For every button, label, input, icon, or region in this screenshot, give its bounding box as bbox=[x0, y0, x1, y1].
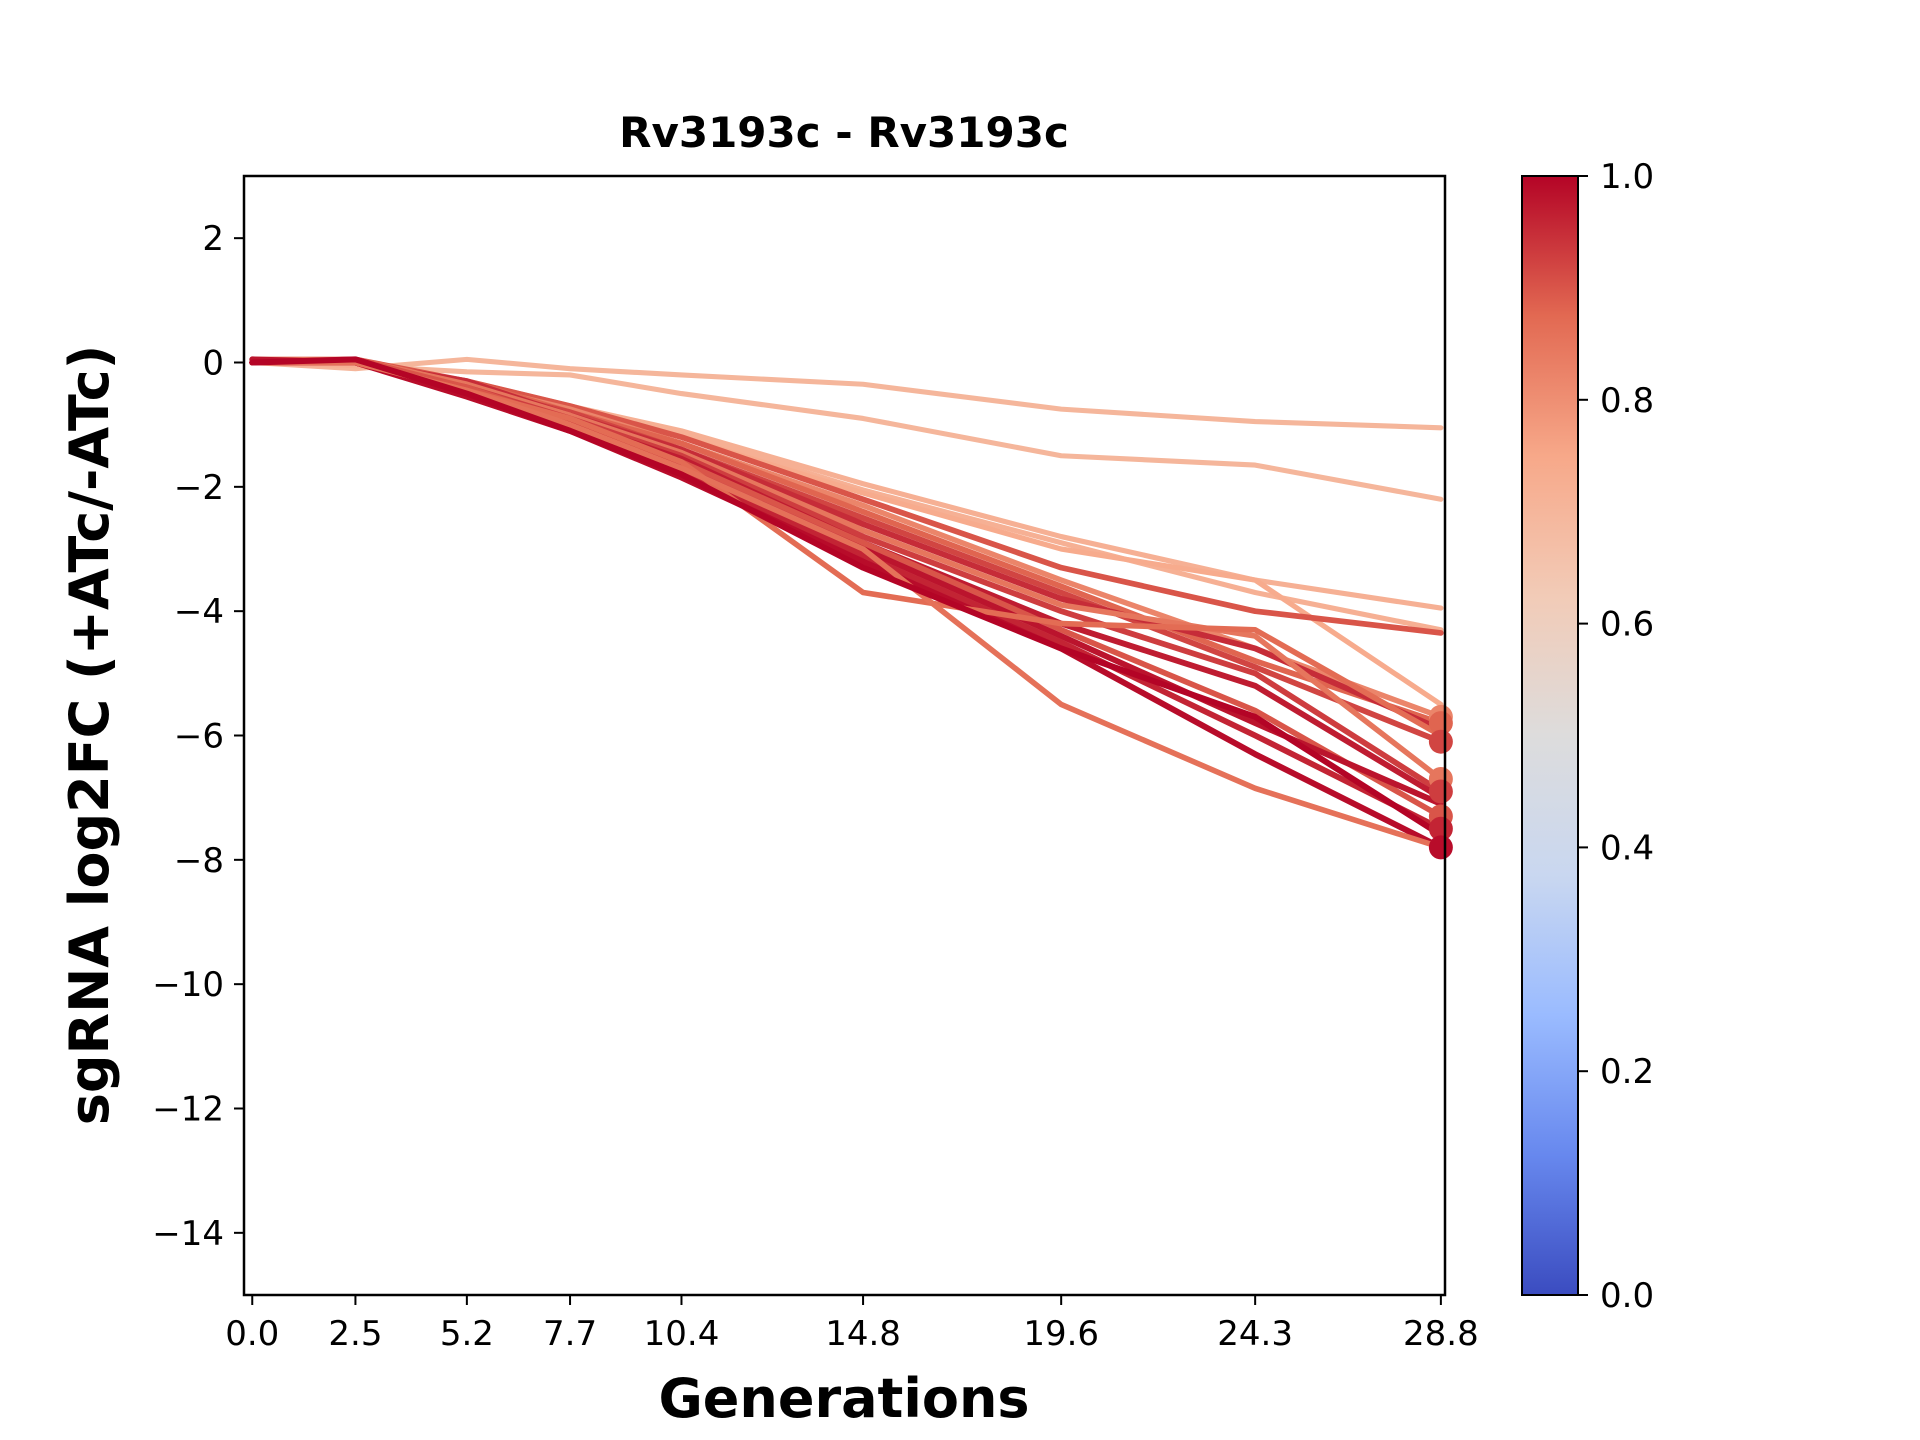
series-end-marker-8 bbox=[1428, 711, 1453, 736]
x-tick-label: 28.8 bbox=[1403, 1314, 1479, 1354]
y-tick-label: −12 bbox=[152, 1090, 224, 1130]
x-tick-label: 10.4 bbox=[644, 1314, 720, 1354]
series-end-marker-9 bbox=[1428, 729, 1453, 754]
x-tick-label: 14.8 bbox=[825, 1314, 901, 1354]
x-tick-label: 19.6 bbox=[1023, 1314, 1099, 1354]
y-tick-label: −2 bbox=[174, 468, 224, 508]
colorbar-tick-label: 0.8 bbox=[1600, 381, 1654, 421]
colorbar-tick-label: 0.4 bbox=[1600, 828, 1654, 868]
colorbar-ticks: 0.0 0.2 0.4 0.6 0.8 1.0 bbox=[1578, 157, 1654, 1316]
colorbar-tick-label: 1.0 bbox=[1600, 157, 1654, 197]
series-line-20 bbox=[249, 356, 1444, 838]
y-tick-label: −4 bbox=[174, 592, 224, 632]
series-lines bbox=[249, 356, 1444, 851]
x-tick-label: 5.2 bbox=[440, 1314, 494, 1354]
series-end-marker-16 bbox=[1428, 816, 1453, 841]
x-tick-label: 2.5 bbox=[328, 1314, 382, 1354]
x-tick-label: 0.0 bbox=[225, 1314, 279, 1354]
y-tick-label: 2 bbox=[202, 219, 224, 259]
chart-title: Rv3193c - Rv3193c bbox=[619, 108, 1069, 157]
plot-area bbox=[244, 176, 1445, 1295]
y-axis-ticks: 2 0 −2 −4 −6 −8 −10 −12 −14 bbox=[152, 219, 244, 1254]
colorbar-tick-label: 0.2 bbox=[1600, 1052, 1654, 1092]
x-axis-ticks: 0.0 2.5 5.2 7.7 10.4 14.8 19.6 24.3 28.8 bbox=[225, 1295, 1479, 1354]
x-tick-label: 7.7 bbox=[543, 1314, 597, 1354]
series-end-markers bbox=[1428, 704, 1453, 860]
y-tick-label: −14 bbox=[152, 1214, 224, 1254]
y-axis-label: sgRNA log2FC (+ATc/-ATc) bbox=[58, 345, 121, 1126]
series-end-marker-17 bbox=[1428, 835, 1453, 860]
y-tick-label: −10 bbox=[152, 965, 224, 1005]
y-tick-label: −8 bbox=[174, 841, 224, 881]
colorbar bbox=[1521, 175, 1579, 1296]
colorbar-tick-label: 0.0 bbox=[1600, 1276, 1654, 1316]
x-axis-label: Generations bbox=[658, 1367, 1029, 1430]
y-tick-label: 0 bbox=[202, 344, 224, 384]
colorbar-tick-label: 0.6 bbox=[1600, 605, 1654, 645]
y-tick-label: −6 bbox=[174, 717, 224, 757]
x-tick-label: 24.3 bbox=[1217, 1314, 1293, 1354]
series-end-marker-12 bbox=[1428, 779, 1453, 804]
